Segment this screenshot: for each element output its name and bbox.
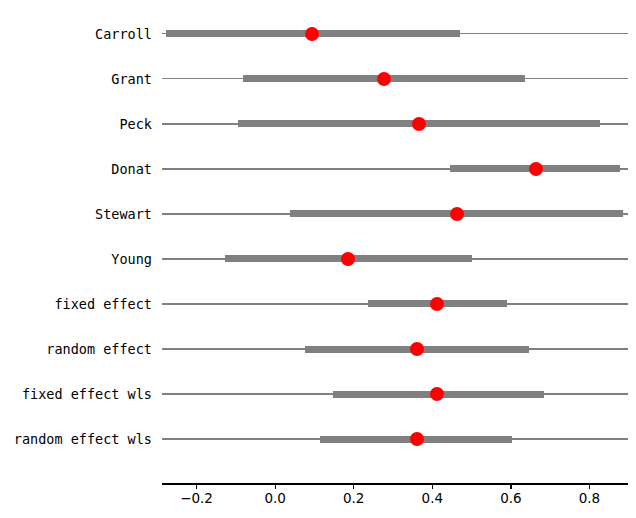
estimate-dot bbox=[450, 207, 464, 221]
x-tick-label: 0.8 bbox=[557, 491, 621, 505]
row-label: fixed effect bbox=[0, 297, 152, 311]
row-label: random effect wls bbox=[0, 432, 152, 446]
x-tick-mark bbox=[432, 485, 433, 489]
x-tick-mark bbox=[275, 485, 276, 489]
x-axis-line bbox=[162, 483, 628, 484]
x-tick-mark bbox=[510, 485, 511, 489]
estimate-dot bbox=[412, 117, 426, 131]
x-tick-label: 0.4 bbox=[400, 491, 464, 505]
row-label: Young bbox=[0, 252, 152, 266]
x-tick-label: 0.2 bbox=[322, 491, 386, 505]
estimate-dot bbox=[410, 432, 424, 446]
row-label: Peck bbox=[0, 117, 152, 131]
row-label: Grant bbox=[0, 72, 152, 86]
estimate-dot bbox=[430, 297, 444, 311]
estimate-dot bbox=[529, 162, 543, 176]
row-label: Carroll bbox=[0, 27, 152, 41]
x-tick-label: −0.2 bbox=[165, 491, 229, 505]
x-tick-label: 0.6 bbox=[479, 491, 543, 505]
estimate-dot bbox=[377, 72, 391, 86]
estimate-dot bbox=[305, 27, 319, 41]
row-label: random effect bbox=[0, 342, 152, 356]
x-tick-mark bbox=[353, 485, 354, 489]
estimate-dot bbox=[341, 252, 355, 266]
row-label: Stewart bbox=[0, 207, 152, 221]
x-tick-mark bbox=[196, 485, 197, 489]
x-tick-mark bbox=[589, 485, 590, 489]
row-label: Donat bbox=[0, 162, 152, 176]
forest-plot-figure: Carroll Grant Peck Donat Stewart Young fixed e… bbox=[0, 0, 636, 518]
estimate-dot bbox=[430, 387, 444, 401]
x-tick-label: 0.0 bbox=[243, 491, 307, 505]
row-label: fixed effect wls bbox=[0, 387, 152, 401]
estimate-dot bbox=[410, 342, 424, 356]
